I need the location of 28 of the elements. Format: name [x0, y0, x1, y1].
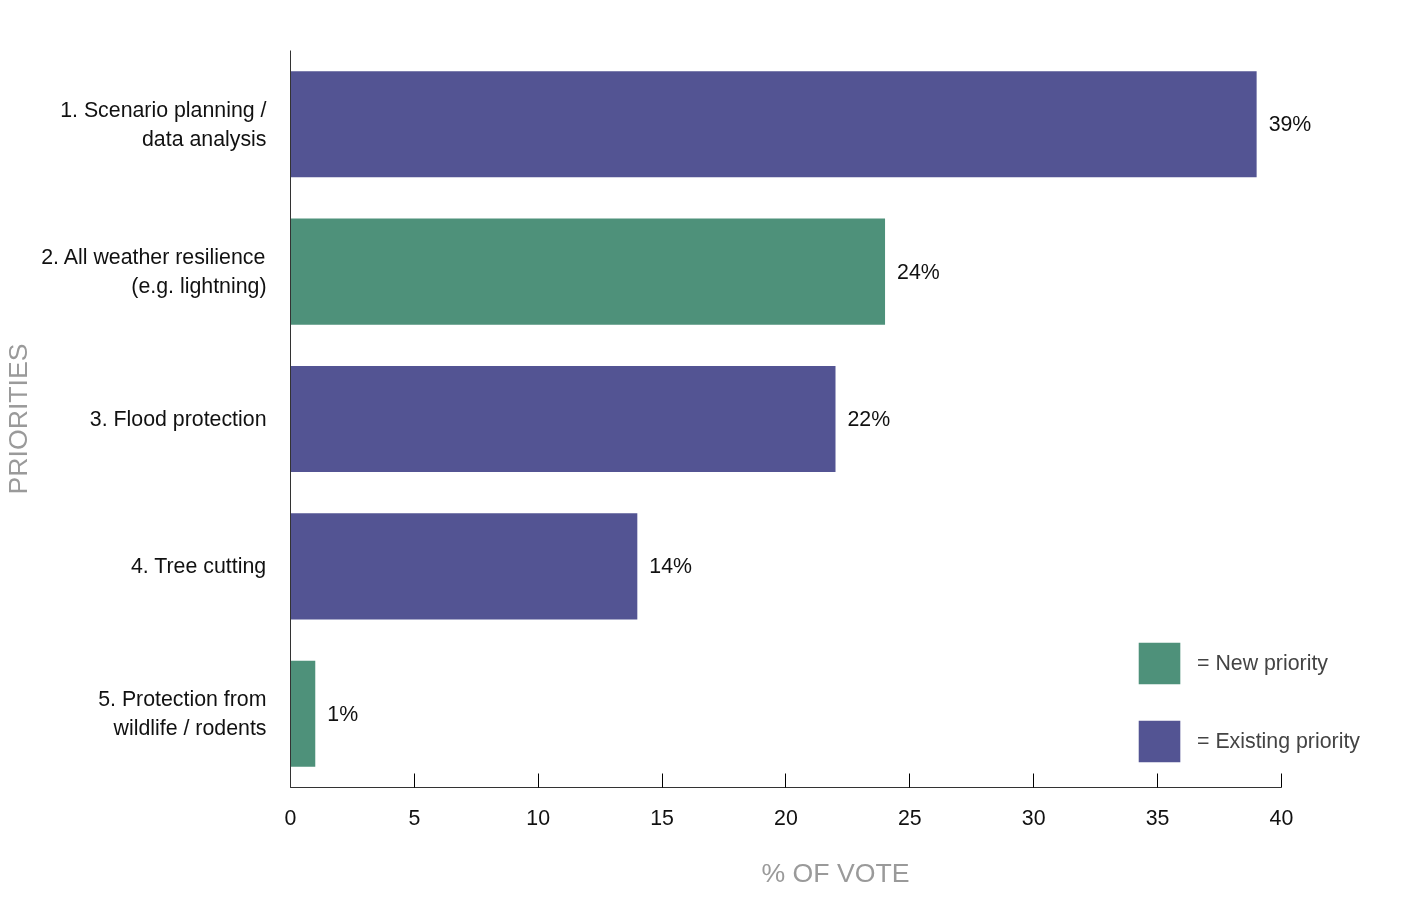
bar	[290, 513, 638, 620]
bar	[290, 660, 316, 767]
data-label: 22%	[847, 407, 891, 431]
bar	[290, 218, 886, 325]
legend-label: = Existing priority	[1197, 728, 1360, 754]
x-axis-title: % OF VOTE	[761, 857, 910, 888]
y-tick-label: 4. Tree cutting	[130, 554, 267, 579]
y-tick-label: 1. Scenario planning / data analysis	[60, 97, 267, 151]
bar	[290, 365, 836, 473]
data-label: 1%	[327, 701, 359, 726]
y-tick-label: 3. Flood protection	[89, 407, 267, 431]
x-tick-label: 10	[526, 805, 551, 830]
y-tick-label: 2. All weather resilience (e.g. lightning)	[41, 245, 267, 298]
y-axis-title: PRIORITIES	[3, 343, 34, 495]
data-label: 39%	[1268, 112, 1312, 137]
x-tick-label: 40	[1269, 805, 1294, 830]
x-tick-label: 15	[650, 805, 674, 830]
x-tick-label: 20	[774, 805, 798, 830]
y-tick-label: 5. Protection from wildlife / rodents	[98, 687, 267, 741]
x-tick-label: 0	[284, 805, 297, 830]
data-label: 24%	[897, 259, 940, 284]
bar	[290, 71, 1257, 178]
x-tick-label: 5	[408, 805, 421, 830]
data-label: 14%	[649, 554, 693, 579]
x-tick-label: 30	[1021, 805, 1046, 830]
legend-label: = New priority	[1197, 650, 1328, 676]
x-tick-label: 25	[897, 805, 922, 830]
x-tick-label: 35	[1145, 805, 1170, 830]
